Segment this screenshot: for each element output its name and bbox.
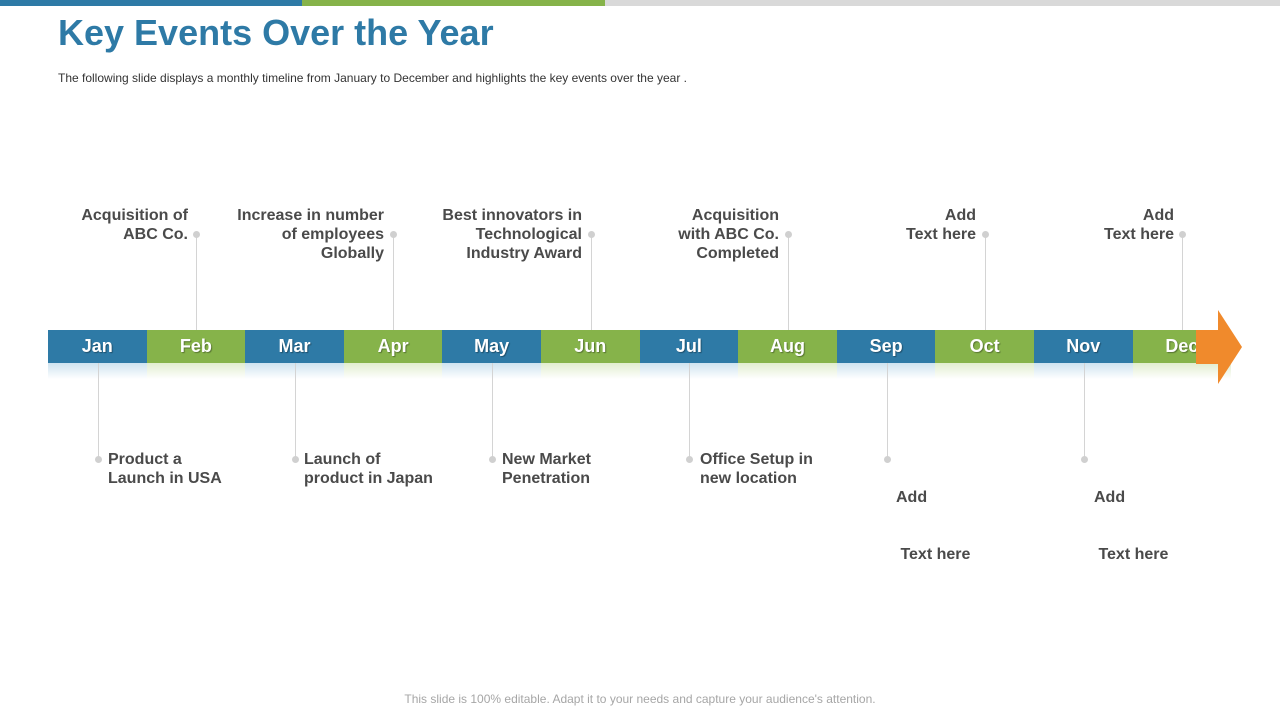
- connector-line-jun: [591, 235, 592, 330]
- month-apr: Apr: [343, 330, 443, 379]
- event-line: of employees: [281, 226, 384, 243]
- event-line: Launch in USA: [108, 470, 222, 487]
- event-line: Acquisition of: [81, 207, 188, 224]
- month-jan: Jan: [48, 330, 147, 379]
- event-label-oct: Add Text here: [906, 206, 976, 244]
- event-line: Text here: [1104, 226, 1174, 243]
- event-line: Text here: [906, 226, 976, 243]
- connector-line-jul: [689, 363, 690, 460]
- connector-dot-nov: [1081, 456, 1088, 463]
- event-line: Increase in number: [237, 207, 384, 224]
- event-line: Text here: [1094, 546, 1169, 563]
- connector-dot-apr: [390, 231, 397, 238]
- connector-line-dec: [1182, 235, 1183, 330]
- slide-title: Key Events Over the Year: [58, 12, 494, 53]
- connector-line-nov: [1084, 363, 1085, 460]
- event-label-mar: Launch of product in Japan: [304, 450, 433, 488]
- connector-dot-sep: [884, 456, 891, 463]
- connector-dot-jan: [95, 456, 102, 463]
- month-jul: Jul: [639, 330, 739, 379]
- event-line: Penetration: [502, 470, 591, 487]
- connector-line-jan: [98, 363, 99, 460]
- event-line: Add: [1094, 489, 1126, 506]
- connector-dot-aug: [785, 231, 792, 238]
- connector-line-oct: [985, 235, 986, 330]
- event-line: new location: [700, 470, 797, 487]
- connector-dot-feb: [193, 231, 200, 238]
- event-line: with ABC Co.: [678, 226, 779, 243]
- event-line: ABC Co.: [123, 226, 188, 243]
- accent-bar-gray: [605, 0, 1280, 6]
- month-sep: Sep: [836, 330, 936, 379]
- event-line: Text here: [896, 546, 971, 563]
- slide-subtitle: The following slide displays a monthly t…: [58, 71, 687, 85]
- event-line: Add: [944, 207, 976, 224]
- month-nov: Nov: [1034, 330, 1133, 379]
- connector-line-sep: [887, 363, 888, 460]
- event-label-jun: Best innovators in Technological Industr…: [442, 206, 582, 263]
- event-line: Technological: [475, 226, 582, 243]
- connector-line-may: [492, 363, 493, 460]
- event-line: product in Japan: [304, 470, 433, 487]
- event-label-nov: Add Text here: [1094, 450, 1168, 583]
- timeline-bar: Jan Feb Mar Apr May Jun Jul Aug Sep Oct …: [48, 330, 1232, 379]
- month-jun: Jun: [541, 330, 640, 379]
- slide-footer-note: This slide is 100% editable. Adapt it to…: [404, 692, 876, 706]
- accent-bar-blue: [0, 0, 302, 6]
- event-line: Add: [1142, 207, 1174, 224]
- month-aug: Aug: [738, 330, 837, 379]
- event-label-apr: Increase in number of employees Globally: [237, 206, 384, 263]
- month-may: May: [442, 330, 541, 379]
- event-line: Industry Award: [466, 245, 582, 262]
- event-label-sep: Add Text here: [896, 450, 970, 583]
- event-line: Add: [896, 489, 928, 506]
- event-label-jul: Office Setup in new location: [700, 450, 813, 488]
- connector-line-mar: [295, 363, 296, 460]
- connector-dot-oct: [982, 231, 989, 238]
- event-line: Best innovators in: [442, 207, 582, 224]
- month-feb: Feb: [146, 330, 246, 379]
- event-label-dec: Add Text here: [1104, 206, 1174, 244]
- month-oct: Oct: [935, 330, 1034, 379]
- connector-line-aug: [788, 235, 789, 330]
- event-line: Launch of: [304, 451, 381, 468]
- connector-line-apr: [393, 235, 394, 330]
- connector-dot-jul: [686, 456, 693, 463]
- event-label-jan: Product a Launch in USA: [108, 450, 222, 488]
- top-accent-bar: [0, 0, 1280, 6]
- connector-dot-dec: [1179, 231, 1186, 238]
- event-line: Office Setup in: [700, 451, 813, 468]
- month-mar: Mar: [245, 330, 344, 379]
- event-line: New Market: [502, 451, 591, 468]
- connector-dot-may: [489, 456, 496, 463]
- event-line: Completed: [696, 245, 779, 262]
- event-line: Globally: [320, 245, 384, 262]
- event-label-may: New Market Penetration: [502, 450, 591, 488]
- connector-dot-jun: [588, 231, 595, 238]
- connector-dot-mar: [292, 456, 299, 463]
- event-label-feb: Acquisition of ABC Co.: [81, 206, 188, 244]
- accent-bar-green: [302, 0, 605, 6]
- event-line: Acquisition: [691, 207, 779, 224]
- event-line: Product a: [108, 451, 182, 468]
- connector-line-feb: [196, 235, 197, 330]
- event-label-aug: Acquisition with ABC Co. Completed: [678, 206, 779, 263]
- timeline-arrow-icon: [1196, 310, 1242, 384]
